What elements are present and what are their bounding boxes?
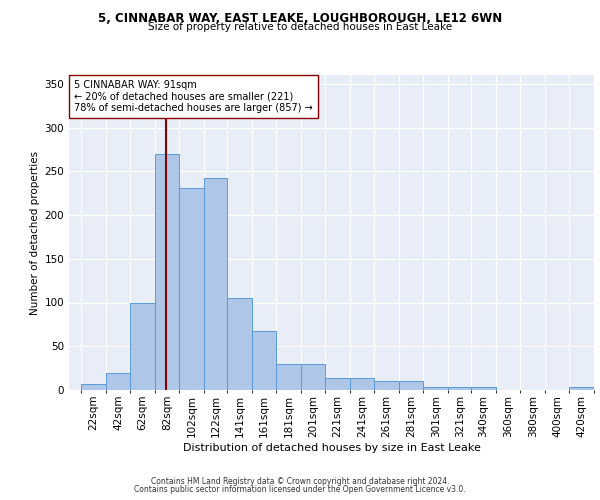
Bar	[252, 332, 277, 390]
Bar	[106, 374, 130, 390]
Y-axis label: Number of detached properties: Number of detached properties	[30, 150, 40, 314]
Bar	[81, 384, 106, 390]
Bar	[569, 388, 594, 390]
Bar	[424, 386, 448, 390]
Bar	[399, 381, 424, 390]
Bar	[227, 298, 252, 390]
Bar	[472, 386, 496, 390]
Bar	[155, 154, 179, 390]
Text: 5 CINNABAR WAY: 91sqm
← 20% of detached houses are smaller (221)
78% of semi-det: 5 CINNABAR WAY: 91sqm ← 20% of detached …	[74, 80, 313, 113]
Text: Size of property relative to detached houses in East Leake: Size of property relative to detached ho…	[148, 22, 452, 32]
Bar	[179, 188, 204, 390]
Bar	[448, 386, 472, 390]
X-axis label: Distribution of detached houses by size in East Leake: Distribution of detached houses by size …	[182, 442, 481, 452]
Bar	[130, 304, 155, 390]
Text: Contains HM Land Registry data © Crown copyright and database right 2024.: Contains HM Land Registry data © Crown c…	[151, 477, 449, 486]
Bar	[277, 364, 301, 390]
Bar	[204, 178, 227, 390]
Text: 5, CINNABAR WAY, EAST LEAKE, LOUGHBOROUGH, LE12 6WN: 5, CINNABAR WAY, EAST LEAKE, LOUGHBOROUG…	[98, 12, 502, 26]
Bar	[374, 381, 399, 390]
Text: Contains public sector information licensed under the Open Government Licence v3: Contains public sector information licen…	[134, 484, 466, 494]
Bar	[325, 378, 350, 390]
Bar	[350, 378, 374, 390]
Bar	[301, 364, 325, 390]
